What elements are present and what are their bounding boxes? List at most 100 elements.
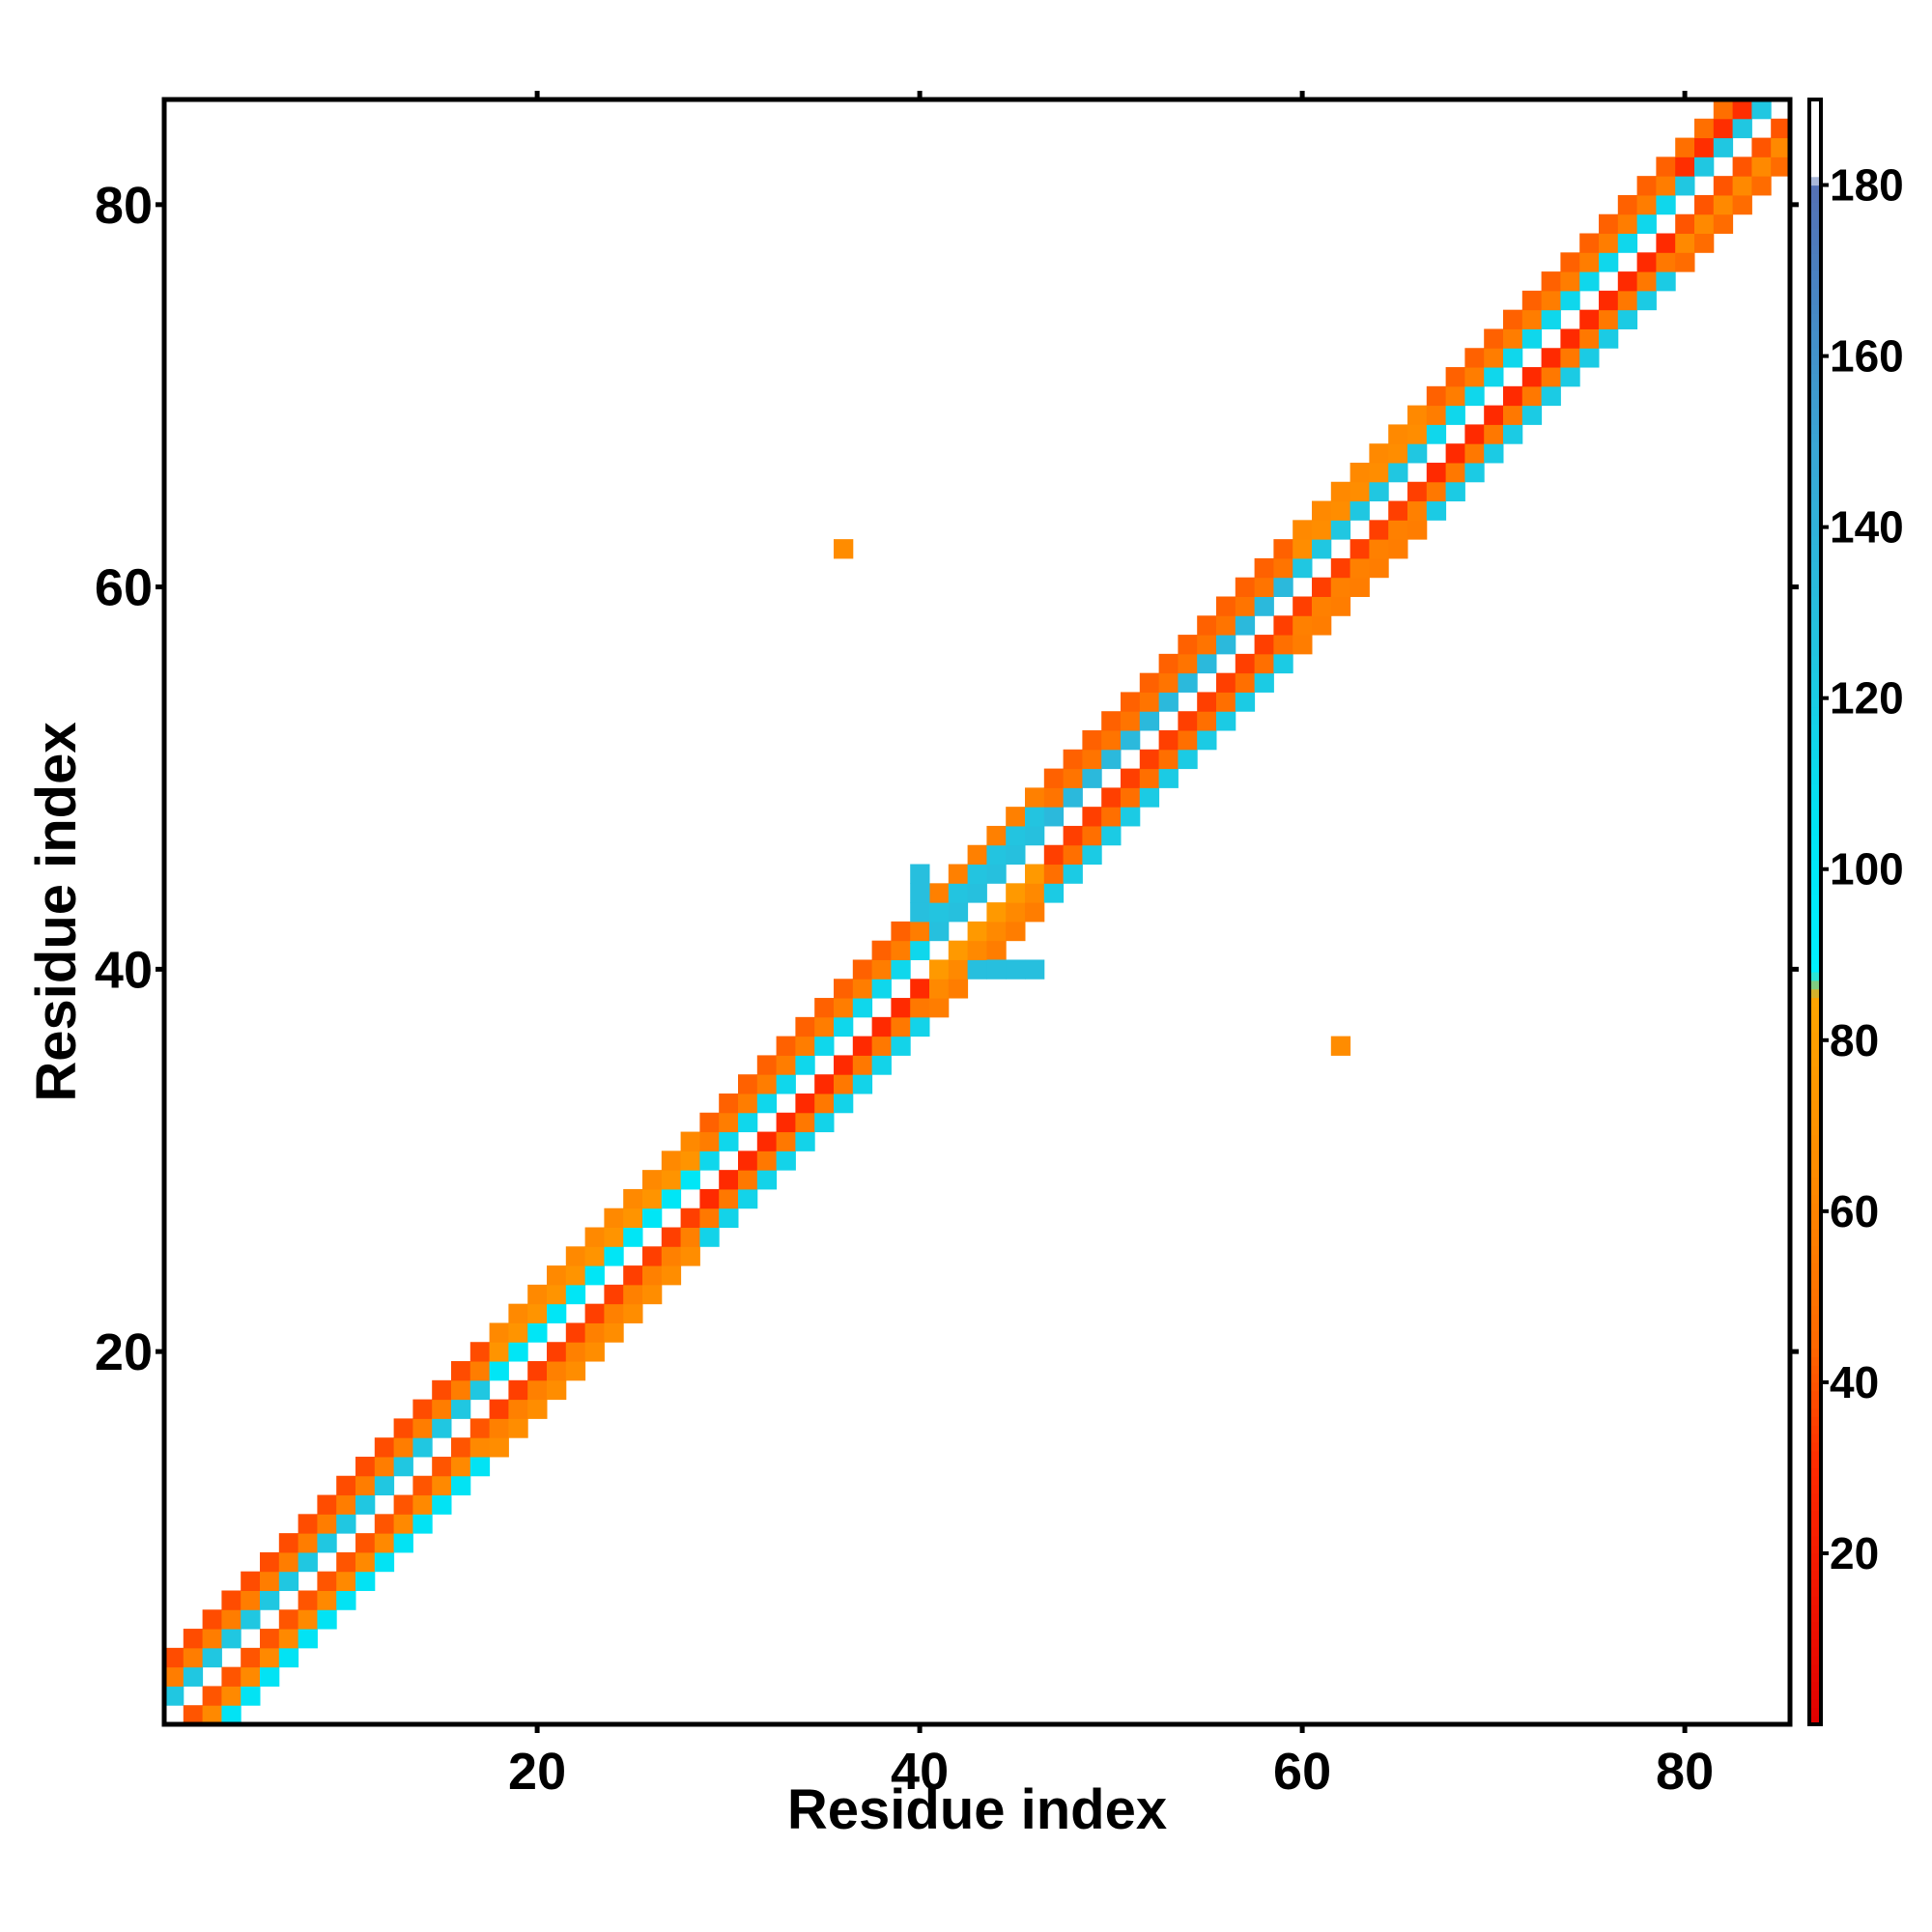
colorbar-segment [1809, 518, 1821, 528]
heatmap-cell [221, 1666, 242, 1687]
heatmap-cell [699, 1227, 720, 1247]
heatmap-cell [1025, 902, 1045, 923]
heatmap-cell [451, 1399, 471, 1419]
heatmap-cell [584, 1303, 605, 1323]
heatmap-cell [1350, 539, 1370, 559]
heatmap-cell [221, 1590, 242, 1610]
heatmap-cell [1043, 883, 1065, 903]
heatmap-cell [852, 1036, 873, 1056]
colorbar-segment [1809, 304, 1821, 314]
heatmap-cell [1617, 194, 1638, 215]
heatmap-cell [738, 1074, 758, 1094]
colorbar: 20 40 60 80 100 120 140 160 180 [1807, 98, 1904, 1726]
heatmap-cell [432, 1456, 452, 1477]
heatmap-cell [948, 883, 969, 903]
colorbar-segment [1809, 1374, 1821, 1383]
heatmap-cell [871, 979, 892, 999]
heatmap-cell [795, 1036, 815, 1056]
heatmap-cell [202, 1629, 222, 1649]
heatmap-cell [1063, 844, 1083, 866]
heatmap-cell [1350, 557, 1370, 579]
colorbar-segment [1809, 1099, 1821, 1110]
heatmap-cell [547, 1265, 567, 1286]
heatmap-cell [260, 1647, 280, 1668]
colorbar-segment [1809, 330, 1821, 340]
heatmap-cell [489, 1361, 509, 1381]
heatmap-cell [1656, 194, 1676, 215]
heatmap-cell [680, 1208, 700, 1229]
heatmap-cell [1216, 692, 1236, 712]
heatmap-cell [1445, 462, 1465, 483]
heatmap-cell [1694, 194, 1715, 215]
heatmap-cell [871, 959, 892, 980]
colorbar-segment [1809, 1083, 1821, 1093]
heatmap-cell [699, 1131, 720, 1151]
heatmap-cell [1541, 290, 1561, 311]
colorbar-segment [1809, 151, 1821, 160]
colorbar-segment [1809, 424, 1821, 434]
heatmap-cell [1445, 481, 1465, 502]
heatmap-cell [929, 902, 950, 923]
heatmap-cell [1369, 462, 1389, 483]
colorbar-segment [1809, 1321, 1821, 1332]
heatmap-cell [910, 998, 930, 1018]
heatmap-cell [393, 1514, 413, 1534]
heatmap-cell [1426, 500, 1447, 521]
heatmap-cell [1636, 176, 1657, 196]
heatmap-cell [584, 1342, 605, 1362]
heatmap-cell [1484, 405, 1504, 425]
heatmap-cell [1656, 156, 1676, 177]
heatmap-cell [1293, 520, 1313, 540]
colorbar-segment [1809, 1638, 1821, 1648]
heatmap-cell [891, 921, 911, 942]
heatmap-cell [756, 1170, 778, 1190]
heatmap-cell [1178, 730, 1198, 751]
colorbar-segment [1809, 244, 1821, 254]
heatmap-cell [967, 921, 987, 942]
heatmap-cell [508, 1342, 528, 1362]
x-axis-title: Residue index [787, 1778, 1167, 1841]
colorbar-segment [1809, 621, 1821, 631]
heatmap-cell [1656, 271, 1676, 292]
heatmap-cell [738, 1188, 758, 1209]
heatmap-cell [183, 1666, 204, 1687]
heatmap-cell [1216, 635, 1236, 655]
heatmap-cell [929, 921, 950, 942]
heatmap-cell [1407, 481, 1428, 502]
heatmap-cell [1121, 787, 1141, 808]
heatmap-cell [1484, 367, 1504, 387]
heatmap-cell [1636, 252, 1657, 272]
colorbar-segment [1809, 937, 1821, 948]
heatmap-cell [604, 1208, 624, 1229]
heatmap-cell [1713, 213, 1734, 235]
heatmap-cell [393, 1437, 413, 1458]
colorbar-tick-label: 180 [1830, 160, 1904, 211]
heatmap-cell [241, 1590, 261, 1610]
colorbar-segment [1809, 99, 1821, 109]
heatmap-cell [508, 1399, 528, 1419]
colorbar-segment [1809, 646, 1821, 657]
heatmap-cell [1464, 348, 1485, 368]
heatmap-cell [336, 1551, 356, 1573]
heatmap-cell [756, 1093, 778, 1114]
colorbar-segment [1809, 133, 1821, 143]
colorbar-segment [1809, 1630, 1821, 1640]
heatmap-cell [1235, 653, 1256, 674]
heatmap-cell [221, 1629, 242, 1649]
heatmap-cell [298, 1590, 318, 1610]
colorbar-segment [1809, 997, 1821, 1007]
heatmap-cell [1521, 385, 1543, 407]
heatmap-cell [814, 1036, 835, 1056]
heatmap-cell [508, 1322, 528, 1343]
heatmap-cell [451, 1361, 471, 1381]
heatmap-cell [1139, 749, 1160, 770]
colorbar-segment [1809, 706, 1821, 716]
colorbar-segment [1809, 322, 1821, 331]
heatmap-cell [719, 1093, 739, 1114]
colorbar-segment [1809, 1177, 1821, 1186]
colorbar-segment [1809, 1151, 1821, 1161]
heatmap-cell [680, 1227, 700, 1247]
heatmap-cell [1178, 635, 1198, 655]
colorbar-segment [1809, 176, 1821, 186]
heatmap-cell [1312, 520, 1332, 540]
